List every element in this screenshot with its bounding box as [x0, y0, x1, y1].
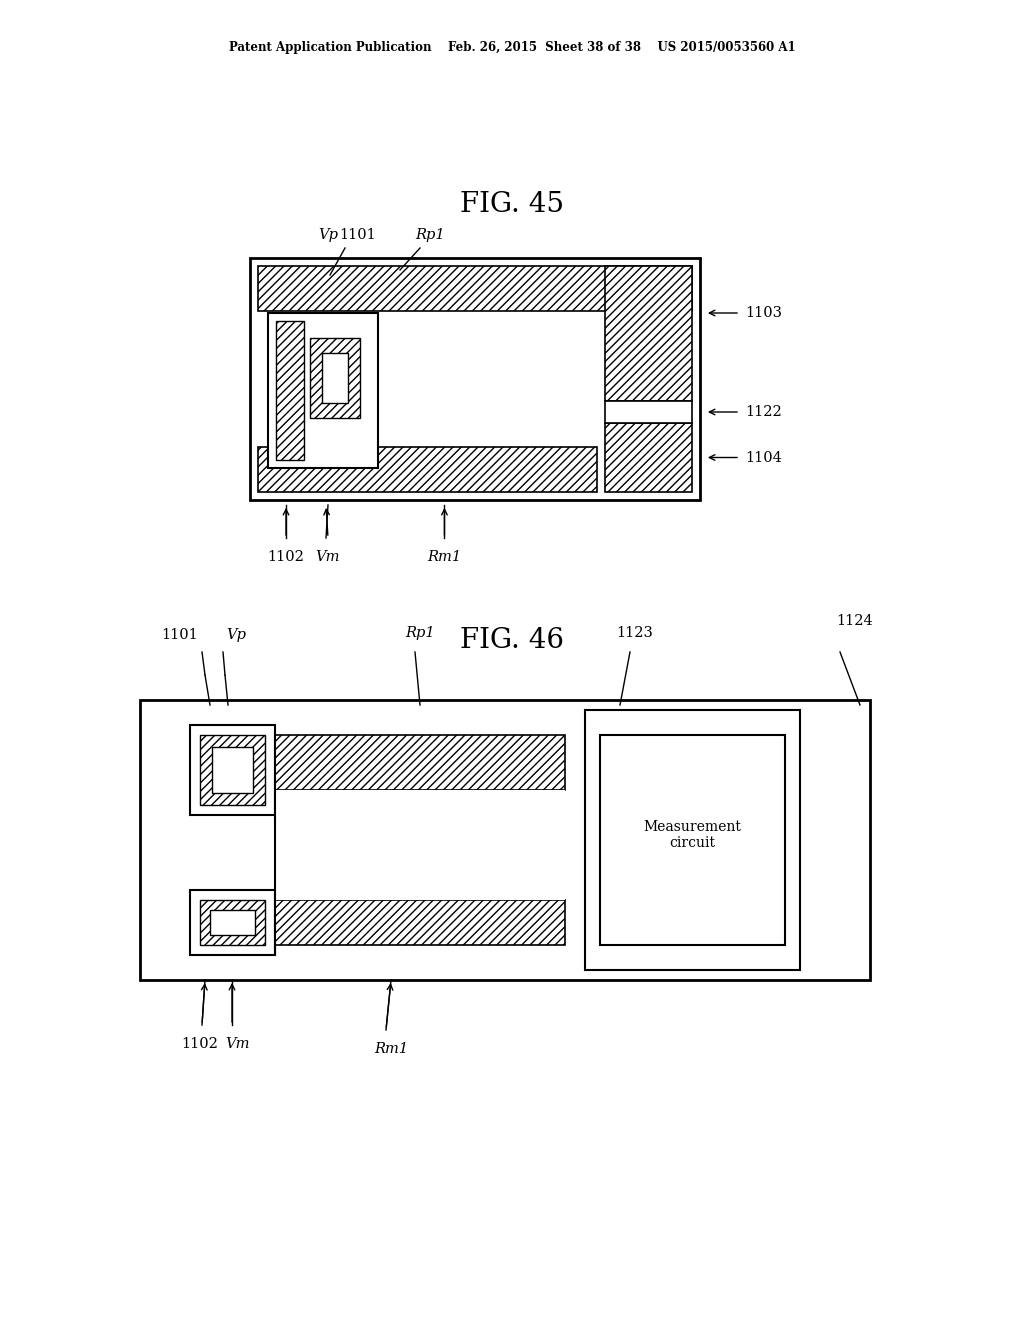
Text: Rm1: Rm1: [427, 550, 462, 564]
Text: Measurement
circuit: Measurement circuit: [643, 820, 741, 850]
Text: Vp: Vp: [226, 628, 246, 642]
Text: 1103: 1103: [745, 306, 782, 319]
Text: 1102: 1102: [267, 550, 304, 564]
Bar: [276, 321, 304, 459]
Bar: [322, 352, 348, 403]
Bar: [585, 710, 800, 970]
Bar: [212, 747, 253, 793]
Text: FIG. 45: FIG. 45: [460, 191, 564, 219]
Text: 1124: 1124: [837, 614, 873, 628]
Text: Patent Application Publication    Feb. 26, 2015  Sheet 38 of 38    US 2015/00535: Patent Application Publication Feb. 26, …: [228, 41, 796, 54]
Bar: [200, 900, 265, 945]
Bar: [258, 447, 597, 492]
Bar: [605, 422, 692, 492]
Text: 1104: 1104: [745, 450, 782, 465]
Text: Vm: Vm: [225, 1038, 250, 1051]
Text: Rp1: Rp1: [406, 626, 435, 640]
Bar: [275, 735, 565, 789]
Bar: [275, 789, 565, 900]
Text: Rp1: Rp1: [415, 228, 444, 242]
Bar: [605, 267, 692, 401]
Text: Vm: Vm: [315, 550, 340, 564]
Bar: [200, 735, 265, 805]
Bar: [275, 900, 565, 945]
Text: Rm1: Rm1: [374, 1041, 408, 1056]
Bar: [605, 401, 692, 422]
Bar: [140, 700, 870, 979]
Bar: [250, 257, 700, 500]
Bar: [310, 338, 360, 418]
Bar: [268, 313, 378, 469]
Text: FIG. 46: FIG. 46: [460, 627, 564, 653]
Bar: [190, 725, 275, 814]
Text: 1123: 1123: [616, 626, 653, 640]
Bar: [258, 267, 692, 312]
Text: 1101: 1101: [162, 628, 199, 642]
Bar: [600, 735, 785, 945]
Text: 1101: 1101: [340, 228, 377, 242]
Text: Vp: Vp: [318, 228, 338, 242]
Bar: [190, 890, 275, 954]
Bar: [210, 909, 255, 935]
Text: 1122: 1122: [745, 405, 781, 418]
Text: 1102: 1102: [181, 1038, 218, 1051]
